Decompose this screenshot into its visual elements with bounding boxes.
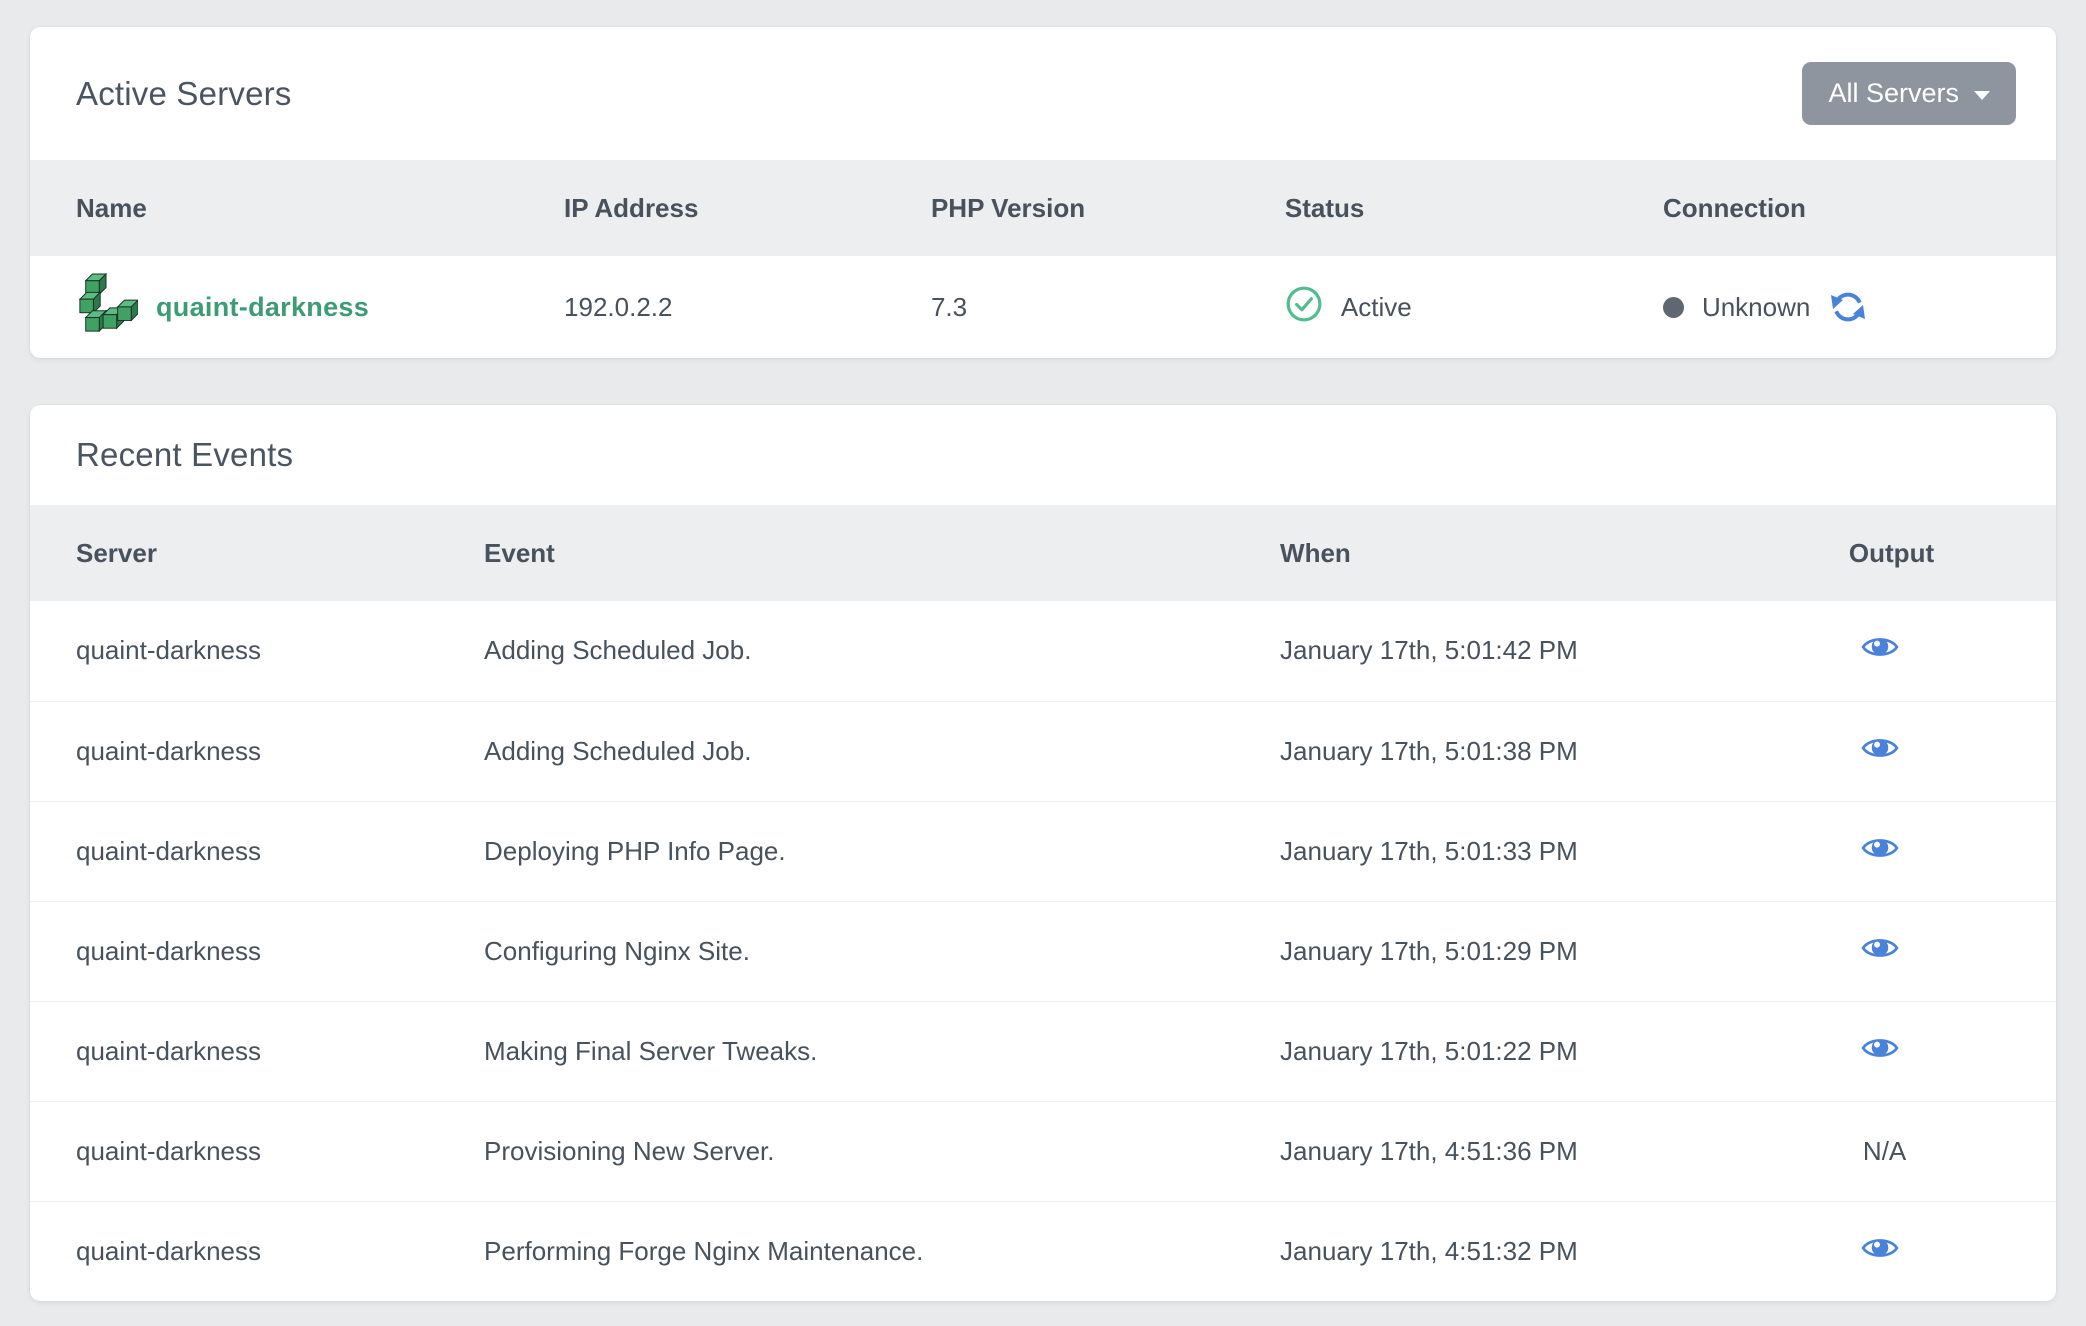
recent-events-header: Recent Events [30,405,2056,505]
servers-table: Name IP Address PHP Version Status Conne… [30,160,2056,358]
col-header-connection: Connection [1662,192,1806,223]
check-circle-icon [1285,285,1323,330]
active-servers-card: Active Servers All Servers Name IP Addre… [30,27,2056,358]
view-output-button[interactable] [1849,633,1899,661]
col-header-when: When [1280,537,1351,568]
col-header-ip-address: IP Address [564,192,699,223]
event-description: Deploying PHP Info Page. [484,800,1281,901]
recent-events-title: Recent Events [76,436,294,473]
caret-down-icon [1974,90,1990,100]
eye-icon [1861,838,1899,857]
event-server-name: quaint-darkness [76,635,261,666]
view-output-button[interactable] [1849,834,1899,862]
col-header-php-version: PHP Version [930,192,1086,223]
server-name-link[interactable]: quaint-darkness [156,291,370,322]
events-table-body: quaint-darkness Adding Scheduled Job. Ja… [30,601,2056,1301]
server-php-version: 7.3 [930,291,968,322]
col-header-server: Server [76,537,157,568]
event-timestamp: January 17th, 4:51:32 PM [1280,1200,1849,1301]
refresh-icon [1831,292,1866,322]
col-header-name: Name [76,192,147,223]
server-ip-address: 192.0.2.2 [564,291,673,322]
view-output-button[interactable] [1849,1234,1899,1262]
col-header-output: Output [1848,537,1935,568]
events-table-header-row: Server Event When Output [30,505,2056,601]
green-cubes-server-icon [76,272,139,343]
output-not-available: N/A [1862,1135,1907,1166]
event-server-name: quaint-darkness [30,900,485,1001]
view-output-button[interactable] [1849,934,1899,962]
event-row: quaint-darkness Configuring Nginx Site. … [30,900,2056,1001]
event-row: quaint-darkness Deploying PHP Info Page.… [30,800,2056,901]
gray-dot-icon [1662,296,1684,318]
event-server-name: quaint-darkness [30,700,485,801]
view-output-button[interactable] [1849,734,1899,762]
view-output-button[interactable] [1849,1034,1899,1062]
event-server-name: quaint-darkness [30,800,485,901]
col-header-status: Status [1284,192,1365,223]
event-row: quaint-darkness Adding Scheduled Job. Ja… [30,601,2056,701]
event-row: quaint-darkness Making Final Server Twea… [30,1000,2056,1101]
event-server-name: quaint-darkness [30,1000,485,1101]
event-server-name: quaint-darkness [30,1200,485,1301]
server-connection-text: Unknown [1701,291,1811,322]
recent-events-card: Recent Events Server Event When Output q… [30,405,2056,1301]
event-description: Adding Scheduled Job. [484,635,752,666]
event-description: Adding Scheduled Job. [484,700,1281,801]
event-timestamp: January 17th, 4:51:36 PM [1280,1100,1849,1201]
event-timestamp: January 17th, 5:01:38 PM [1280,700,1849,801]
active-servers-title: Active Servers [76,74,292,112]
server-row: quaint-darkness 192.0.2.2 7.3 Active [30,256,2056,358]
all-servers-filter-button[interactable]: All Servers [1802,62,2016,125]
event-timestamp: January 17th, 5:01:42 PM [1280,635,1578,666]
eye-icon [1861,1238,1899,1257]
event-row: quaint-darkness Adding Scheduled Job. Ja… [30,700,2056,801]
event-timestamp: January 17th, 5:01:22 PM [1280,1000,1849,1101]
event-description: Performing Forge Nginx Maintenance. [484,1200,1281,1301]
col-header-event: Event [484,537,555,568]
event-server-name: quaint-darkness [30,1100,485,1201]
eye-icon [1861,638,1899,657]
eye-icon [1861,1038,1899,1057]
server-status-text: Active [1340,291,1412,322]
servers-table-header-row: Name IP Address PHP Version Status Conne… [30,160,2056,256]
event-description: Making Final Server Tweaks. [484,1000,1281,1101]
events-table: Server Event When Output quaint-darkness… [30,505,2056,1301]
event-timestamp: January 17th, 5:01:33 PM [1280,800,1849,901]
event-description: Configuring Nginx Site. [484,900,1281,1001]
eye-icon [1861,738,1899,757]
event-row: quaint-darkness Provisioning New Server.… [30,1100,2056,1201]
event-row: quaint-darkness Performing Forge Nginx M… [30,1200,2056,1301]
refresh-connection-button[interactable] [1830,289,1866,325]
event-description: Provisioning New Server. [484,1100,1281,1201]
eye-icon [1861,938,1899,957]
all-servers-button-label: All Servers [1828,78,1959,108]
event-timestamp: January 17th, 5:01:29 PM [1280,900,1849,1001]
active-servers-header: Active Servers All Servers [30,27,2056,160]
